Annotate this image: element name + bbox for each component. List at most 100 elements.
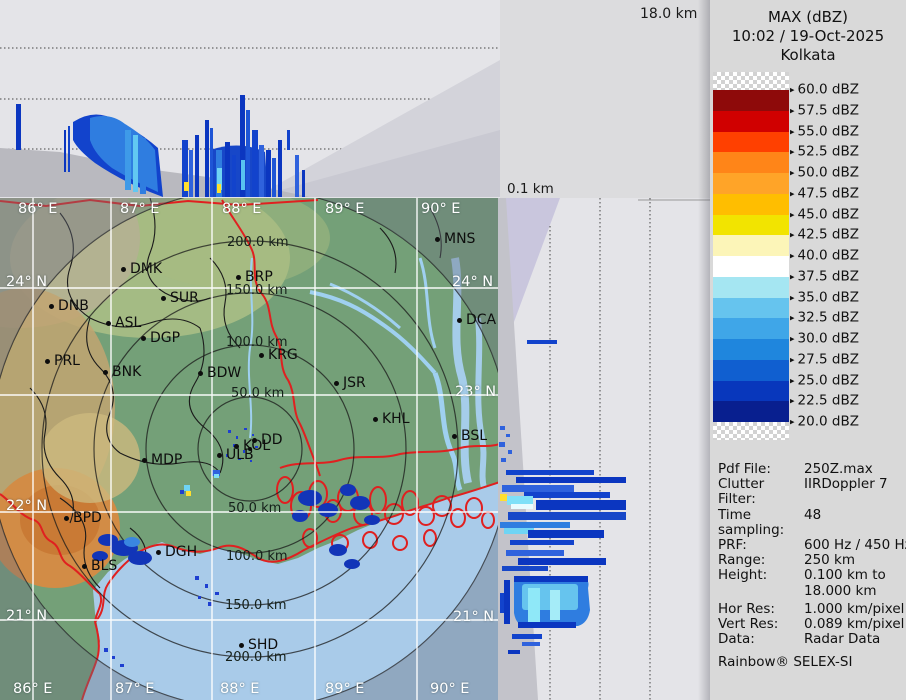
city-marker-brp: BRP — [236, 269, 273, 285]
tick-arrow-icon: ▸ — [790, 313, 795, 324]
ring-label: 200.0 km — [227, 235, 289, 250]
city-dot — [457, 317, 462, 323]
dbz-scale-label: ▸ 35.0 dBZ — [790, 288, 859, 305]
legend-panel-shadow — [698, 0, 710, 700]
city-dot — [141, 335, 146, 341]
tick-arrow-icon: ▸ — [790, 230, 795, 241]
colorbar-cell — [713, 235, 789, 256]
radar-echoes-west-east — [16, 95, 305, 197]
city-marker-asl: ASL — [106, 315, 141, 331]
lon-label-top: 89° E — [325, 201, 365, 217]
dbz-colorbar — [713, 72, 789, 440]
city-dot — [236, 274, 241, 280]
dbz-scale-label: ▸ 50.0 dBZ — [790, 164, 859, 181]
lon-label-bottom: 86° E — [13, 681, 53, 697]
city-marker-dca: DCA — [457, 312, 496, 328]
dbz-scale-label: ▸ 45.0 dBZ — [790, 205, 859, 222]
legend-panel: MAX (dBZ) 10:02 / 19-Oct-2025 Kolkata ▸ 6… — [710, 0, 906, 700]
city-dot — [156, 549, 161, 555]
radar-echoes-north-south — [499, 340, 626, 654]
city-marker-bpd: BPD — [64, 510, 102, 526]
colorbar-cell — [713, 193, 789, 215]
city-dot — [142, 457, 147, 463]
dbz-scale-label: ▸ 20.0 dBZ — [790, 413, 859, 430]
north-south-profile-graphics — [498, 198, 710, 700]
lat-label: 24° N — [6, 274, 48, 290]
colorbar-cell — [713, 214, 789, 236]
tick-arrow-icon: ▸ — [790, 189, 795, 200]
product-title: MAX (dBZ) — [767, 8, 849, 26]
dbz-scale-label: ▸ 25.0 dBZ — [790, 371, 859, 388]
lat-label: 21° N — [6, 608, 48, 624]
tick-arrow-icon: ▸ — [790, 292, 795, 303]
product-metadata: Pdf File: 250Z.max Clutter Filter: IIRDopp… — [718, 461, 906, 671]
lat-label: 21° N — [453, 609, 495, 625]
city-marker-bsl: BSL — [452, 428, 487, 444]
meta-row: Hor Res: 1.000 km/pixel — [718, 600, 905, 617]
dbz-scale-label: ▸ 27.5 dBZ — [790, 351, 859, 368]
colorbar-cell — [713, 276, 789, 298]
city-dot — [121, 266, 126, 272]
city-marker-bnk: BNK — [103, 364, 141, 380]
delta-island-boundaries-red — [276, 443, 500, 552]
colorbar-cell — [713, 380, 789, 402]
north-south-height-profile-panel[interactable] — [498, 198, 710, 700]
tick-arrow-icon: ▸ — [790, 375, 795, 386]
dbz-scale-label: ▸ 47.5 dBZ — [790, 185, 859, 202]
colorbar-cell — [713, 318, 789, 339]
height-axis-max-label: 18.0 km — [640, 6, 698, 22]
meta-row: Range: 250 km — [718, 552, 856, 569]
west-east-height-profile-panel[interactable] — [0, 0, 500, 198]
dbz-scale-label: ▸ 60.0 dBZ — [790, 81, 859, 98]
colorbar-cell — [713, 297, 789, 319]
tick-arrow-icon: ▸ — [790, 85, 795, 96]
meta-row: PRF: 600 Hz / 450 Hz — [718, 537, 906, 554]
radar-map-panel[interactable]: 86° E 87° E 88° E 89° E 90° E 86° E 87° … — [0, 198, 500, 700]
city-dot — [64, 515, 69, 521]
city-dot — [103, 369, 108, 375]
legend-title-block: MAX (dBZ) 10:02 / 19-Oct-2025 Kolkata — [710, 8, 906, 65]
tick-arrow-icon: ▸ — [790, 209, 795, 220]
colorbar-cell — [713, 173, 789, 194]
lon-label-top: 86° E — [18, 201, 58, 217]
lon-label-bottom: 87° E — [115, 681, 155, 697]
district-boundaries — [29, 198, 442, 589]
beam-blockage-wedges — [498, 198, 560, 700]
city-dot — [259, 352, 264, 358]
city-marker-ulb: ULB — [217, 447, 254, 463]
lon-label-bottom: 88° E — [220, 681, 260, 697]
city-marker-dgp: DGP — [141, 330, 180, 346]
tick-arrow-icon: ▸ — [790, 396, 795, 407]
city-dot — [45, 358, 50, 364]
city-marker-mns: MNS — [435, 231, 475, 247]
dbz-scale-label: ▸ 37.5 dBZ — [790, 268, 859, 285]
lon-label-top: 90° E — [421, 201, 461, 217]
lon-label-bottom: 89° E — [325, 681, 365, 697]
meta-row: Data: Radar Data — [718, 631, 881, 648]
map-graphics — [0, 198, 500, 700]
lon-label-top: 87° E — [120, 201, 160, 217]
ring-label: 100.0 km — [226, 549, 288, 564]
dbz-scale-label: ▸ 22.5 dBZ — [790, 392, 859, 409]
meta-row: Height: 0.100 km to — [718, 567, 886, 584]
city-dot — [239, 642, 244, 648]
city-dot — [82, 563, 87, 569]
city-marker-bls: BLS — [82, 558, 117, 574]
dbz-scale-label: ▸ 52.5 dBZ — [790, 143, 859, 160]
meta-row: Vert Res: 0.089 km/pixel — [718, 616, 905, 633]
radar-echoes-map — [92, 428, 380, 667]
city-dot — [452, 433, 457, 439]
city-marker-dgh: DGH — [156, 544, 197, 560]
ring-label: 150.0 km — [226, 283, 288, 298]
city-dot — [106, 320, 111, 326]
tick-arrow-icon: ▸ — [790, 126, 795, 137]
city-marker-dd: DD — [252, 432, 283, 448]
radar-site-marker — [248, 447, 252, 451]
colorbar-cell — [713, 339, 789, 360]
city-dot — [435, 236, 440, 242]
lon-label-bottom: 90° E — [430, 681, 470, 697]
colorbar-cell — [713, 131, 789, 153]
height-axis-origin-label: 0.1 km — [507, 181, 554, 197]
city-marker-dnb: DNB — [49, 298, 89, 314]
